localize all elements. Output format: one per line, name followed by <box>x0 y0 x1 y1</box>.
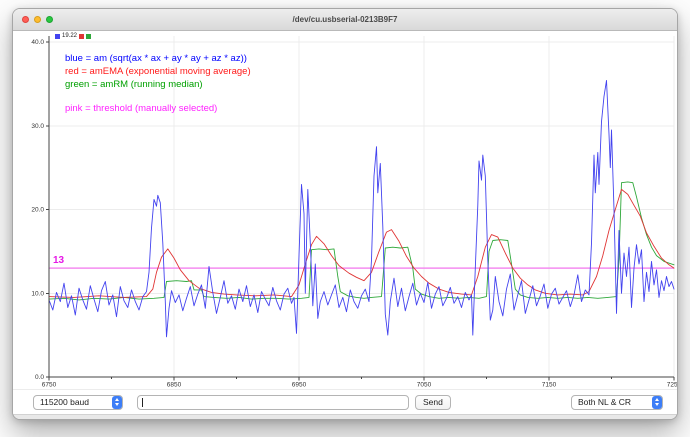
chevron-down-icon <box>114 402 119 406</box>
text-caret <box>142 397 143 407</box>
blue-series-swatch-icon <box>55 33 60 39</box>
titlebar[interactable]: /dev/cu.usbserial-0213B9F7 <box>13 9 677 31</box>
window-title: /dev/cu.usbserial-0213B9F7 <box>292 15 398 24</box>
svg-text:40.0: 40.0 <box>31 39 44 46</box>
zoom-button[interactable] <box>46 16 53 23</box>
close-button[interactable] <box>22 16 29 23</box>
baud-rate-label: 115200 baud <box>40 397 90 407</box>
svg-text:10.0: 10.0 <box>31 290 44 297</box>
window-controls <box>22 16 53 23</box>
legend-current-value: 19.22 <box>62 33 78 39</box>
window-footer <box>13 414 677 419</box>
svg-text:7050: 7050 <box>417 382 432 389</box>
annotation-blue: blue = am (sqrt(ax * ax + ay * ay + az *… <box>65 53 247 64</box>
svg-text:7150: 7150 <box>542 382 557 389</box>
popup-stepper-icon <box>651 395 662 409</box>
svg-text:6950: 6950 <box>292 382 307 389</box>
serial-message-input[interactable] <box>137 394 409 410</box>
annotation-red: red = amEMA (exponential moving average) <box>65 66 251 78</box>
chevron-down-icon <box>654 402 659 406</box>
popup-stepper-icon <box>111 395 122 409</box>
annotation-pink: pink = threshold (manually selected) <box>65 102 218 114</box>
chevron-up-icon <box>654 398 659 402</box>
annotation-block: blue = am (sqrt(ax * ax + ay * ay + az *… <box>65 52 251 115</box>
serial-plotter-window: /dev/cu.usbserial-0213B9F7 0.0 10.0 20.0 30… <box>12 8 678 420</box>
threshold-value-label: 13 <box>53 255 65 266</box>
serial-toolbar: 115200 baud Send Both NL & CR <box>13 389 677 414</box>
minimize-button[interactable] <box>34 16 41 23</box>
svg-text:0.0: 0.0 <box>35 374 44 381</box>
plot-content: 0.0 10.0 20.0 30.0 40.0 6750 6850 6950 7050 7150 7… <box>13 31 677 389</box>
line-ending-label: Both NL & CR <box>578 397 632 407</box>
svg-text:6850: 6850 <box>167 382 182 389</box>
send-button[interactable]: Send <box>415 394 451 410</box>
series-legend: 19.22 <box>55 33 92 39</box>
green-series-swatch-icon <box>86 33 92 39</box>
annotation-green: green = amRM (running median) <box>65 79 203 91</box>
red-series-swatch-icon <box>79 33 85 39</box>
line-ending-select[interactable]: Both NL & CR <box>571 394 663 410</box>
chevron-up-icon <box>114 398 119 402</box>
svg-text:7250: 7250 <box>667 382 678 389</box>
svg-text:20.0: 20.0 <box>31 207 44 214</box>
baud-rate-select[interactable]: 115200 baud <box>33 394 123 410</box>
svg-text:30.0: 30.0 <box>31 123 44 130</box>
serial-plotter-chart: 0.0 10.0 20.0 30.0 40.0 6750 6850 6950 7050 7150 7… <box>31 36 678 389</box>
svg-text:6750: 6750 <box>42 382 57 389</box>
